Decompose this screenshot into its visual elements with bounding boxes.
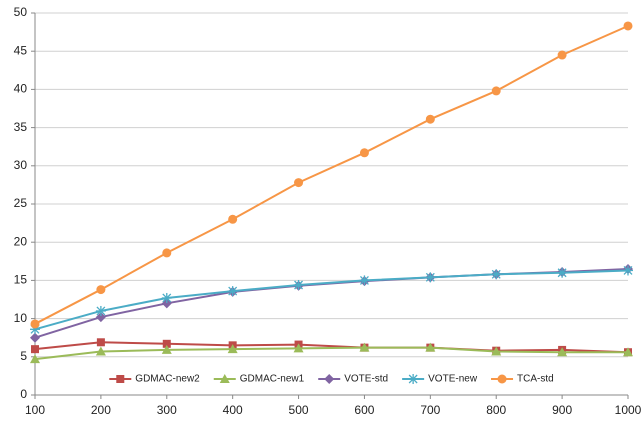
series-line xyxy=(34,25,629,325)
marker xyxy=(497,374,507,384)
marker xyxy=(623,265,633,276)
marker xyxy=(227,344,238,354)
x-tick-label: 800 xyxy=(486,403,506,417)
marker xyxy=(425,342,436,352)
legend-label: VOTE-new xyxy=(428,374,478,385)
y-tick-label: 15 xyxy=(14,273,28,287)
legend-item: VOTE-new xyxy=(402,374,478,385)
y-tick-label: 20 xyxy=(14,234,28,248)
x-tick-label: 1000 xyxy=(615,403,642,417)
marker xyxy=(96,285,106,295)
marker xyxy=(219,374,230,383)
marker xyxy=(227,286,238,297)
y-tick-label: 45 xyxy=(14,43,28,57)
legend: GDMAC-new2 GDMAC-new1 VOTE-std VOTE-new TCA-… xyxy=(109,374,554,385)
marker xyxy=(228,214,238,224)
marker xyxy=(293,343,304,353)
series-line xyxy=(34,341,629,354)
marker xyxy=(96,338,105,347)
marker xyxy=(491,269,502,280)
marker xyxy=(30,332,40,343)
x-tick-label: 100 xyxy=(25,403,45,417)
x-tick-label: 300 xyxy=(157,403,177,417)
marker xyxy=(557,347,568,357)
marker xyxy=(161,292,172,303)
x-tick-label: 600 xyxy=(354,403,374,417)
marker xyxy=(425,114,435,124)
y-tick-label: 35 xyxy=(14,120,28,134)
marker xyxy=(293,279,304,290)
y-tick-label: 0 xyxy=(20,387,27,401)
marker xyxy=(491,346,502,356)
marker xyxy=(116,375,125,383)
marker xyxy=(359,275,370,286)
legend-label: GDMAC-new2 xyxy=(135,374,200,385)
y-tick-label: 30 xyxy=(14,158,28,172)
marker xyxy=(324,374,335,384)
series-line xyxy=(34,269,629,331)
marker xyxy=(30,354,40,364)
x-tick-label: 200 xyxy=(91,403,111,417)
series-line xyxy=(34,346,628,361)
marker xyxy=(95,305,106,316)
marker xyxy=(491,86,501,96)
marker xyxy=(359,148,369,158)
y-tick-label: 5 xyxy=(20,349,27,363)
marker xyxy=(294,178,304,188)
legend-item: VOTE-std xyxy=(318,374,388,385)
x-tick-label: 900 xyxy=(552,403,572,417)
legend-label: TCA-std xyxy=(517,374,554,385)
legend-label: GDMAC-new1 xyxy=(240,374,305,385)
marker xyxy=(425,272,436,283)
legend-item: GDMAC-new1 xyxy=(213,374,305,385)
legend-label: VOTE-std xyxy=(344,374,388,385)
marker xyxy=(30,319,40,329)
marker xyxy=(161,344,172,354)
marker xyxy=(162,339,171,348)
marker xyxy=(408,374,419,384)
marker xyxy=(95,346,106,356)
x-tick-label: 500 xyxy=(289,403,309,417)
y-tick-label: 25 xyxy=(14,196,28,210)
marker xyxy=(557,267,568,278)
marker xyxy=(623,347,633,357)
y-tick-label: 50 xyxy=(14,5,28,19)
marker xyxy=(162,248,172,258)
legend-item: GDMAC-new2 xyxy=(109,374,200,385)
marker xyxy=(31,345,39,354)
x-tick-label: 700 xyxy=(420,403,440,417)
x-tick-label: 400 xyxy=(223,403,243,417)
marker xyxy=(557,50,567,60)
marker xyxy=(95,312,106,323)
y-tick-label: 40 xyxy=(14,82,28,96)
legend-item: TCA-std xyxy=(491,374,554,385)
series-line xyxy=(34,267,629,339)
marker xyxy=(623,21,633,31)
marker xyxy=(359,342,370,352)
y-tick-label: 10 xyxy=(14,311,28,325)
